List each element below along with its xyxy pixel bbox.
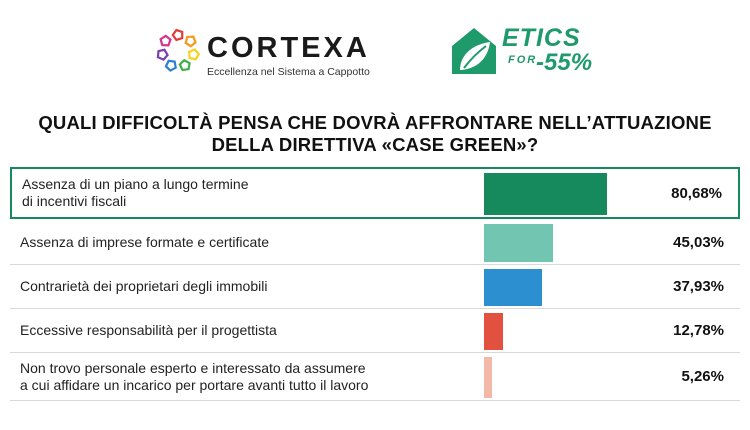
data-label: 45,03% [673, 233, 724, 251]
category-label: Non trovo personale esperto e interessat… [20, 360, 368, 394]
cortexa-name: CORTEXA [207, 32, 370, 64]
data-label: 5,26% [681, 368, 724, 385]
category-label: Assenza di imprese formate e certificate [20, 234, 269, 251]
category-label-line: Contrarietà dei proprietari degli immobi… [20, 278, 268, 294]
chart-row: Non trovo personale esperto e interessat… [10, 353, 740, 401]
chart-title-line-1: QUALI DIFFICOLTÀ PENSA CHE DOVRÀ AFFRONT… [38, 112, 712, 133]
cortexa-ring-segment [171, 28, 184, 42]
cortexa-ring-segment [164, 59, 177, 72]
bar [484, 224, 553, 262]
category-label: Assenza di un piano a lungo termine di in… [22, 176, 248, 210]
category-label-line: di incentivi fiscali [22, 193, 127, 209]
cortexa-ring-segment [184, 35, 197, 48]
data-label: 12,78% [673, 322, 724, 339]
category-label-line: a cui affidare un incarico per portare a… [20, 376, 369, 393]
etics-logo: ETICS FOR -55% [450, 22, 593, 82]
cortexa-ring-icon [156, 28, 201, 72]
category-label: Eccessive responsabilità per il progetti… [20, 322, 277, 339]
etics-target: -55% [536, 49, 593, 76]
chart-row: Eccessive responsabilità per il progetti… [10, 309, 740, 353]
category-label-line: Eccessive responsabilità per il progetti… [20, 322, 277, 338]
chart-row: Assenza di un piano a lungo termine di in… [10, 167, 740, 219]
data-label: 80,68% [671, 184, 722, 202]
chart-row: Contrarietà dei proprietari degli immobi… [10, 265, 740, 309]
cortexa-ring-segment [187, 48, 201, 61]
chart-title-line-2: DELLA DIRETTIVA «CASE GREEN»? [211, 134, 539, 155]
etics-word: ETICS [502, 24, 581, 52]
cortexa-ring-segment [178, 58, 191, 72]
category-label-line: Assenza di un piano a lungo termine [22, 176, 249, 192]
bar [484, 269, 542, 306]
cortexa-ring-segment [156, 48, 169, 61]
cortexa-logo: CORTEXA Eccellenza nel Sistema a Cappott… [155, 28, 370, 78]
cortexa-ring-segment [159, 34, 172, 47]
etics-for: FOR [508, 54, 538, 66]
chart-row: Assenza di imprese formate e certificate… [10, 220, 740, 265]
bar [484, 313, 504, 350]
house-leaf-icon [452, 28, 496, 74]
category-label-line: Non trovo personale esperto e interessat… [20, 359, 366, 376]
bar [484, 357, 493, 398]
category-label-line: Assenza di imprese formate e certificate [20, 233, 269, 250]
data-label: 37,93% [673, 278, 724, 295]
bar [484, 173, 607, 215]
category-label: Contrarietà dei proprietari degli immobi… [20, 278, 267, 295]
cortexa-tagline: Eccellenza nel Sistema a Cappotto [207, 66, 370, 78]
